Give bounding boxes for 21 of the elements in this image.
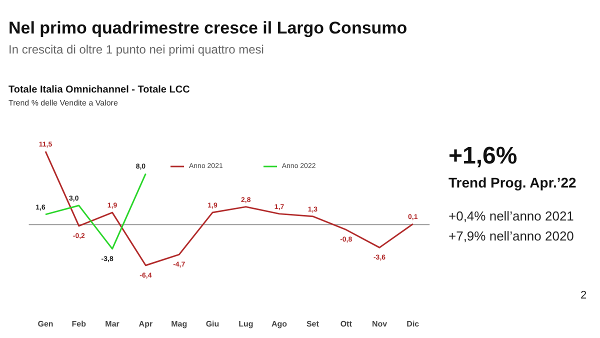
x-tick-label: Dic: [406, 320, 420, 328]
text: Totale Italia Omnichannel - Totale LCC: [8, 84, 190, 96]
x-tick-label: Lug: [238, 320, 254, 328]
x-tick-label: Set: [306, 320, 320, 328]
x-tick-label: Mag: [171, 320, 188, 328]
text: 2: [580, 290, 587, 302]
x-tick-label: Apr: [138, 320, 153, 328]
x-tick-label: Mar: [105, 320, 120, 328]
text: Trend % delle Vendite a Valore: [8, 98, 118, 108]
x-tick-label: Feb: [72, 320, 86, 328]
x-tick-label: Nov: [372, 320, 388, 328]
x-tick-label: Gen: [38, 320, 54, 328]
text: +0,4% nell’anno 2021: [448, 208, 574, 224]
chart-subtitle: In crescita di oltre 1 punto nei primi quattro mesi: [8, 42, 264, 56]
text: +7,9% nell’anno 2020: [448, 228, 574, 244]
x-tick-label: Ott: [340, 320, 352, 328]
x-tick-label: Ago: [272, 320, 288, 328]
chart-title: Nel primo quadrimestre cresce il Largo Consumo: [8, 18, 408, 38]
text: +1,6%: [448, 142, 518, 170]
x-tick-label: Giu: [206, 320, 220, 328]
text: Trend Prog. Apr.’22: [448, 174, 577, 190]
